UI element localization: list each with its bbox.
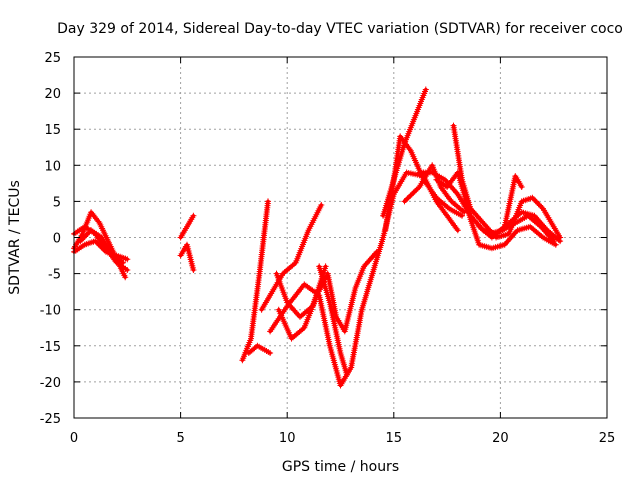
series-markers xyxy=(316,263,350,378)
series-markers xyxy=(239,198,271,364)
y-tick-label: 20 xyxy=(44,87,61,102)
series-markers xyxy=(380,86,429,219)
y-tick-label: 10 xyxy=(44,159,61,174)
series-markers xyxy=(245,342,274,356)
y-axis-label: SDTVAR / TECUs xyxy=(7,180,23,295)
series-arc-i xyxy=(258,202,325,313)
series-arc-l xyxy=(267,169,461,389)
series-markers xyxy=(450,122,564,241)
series-arc-e xyxy=(177,212,197,241)
series-markers xyxy=(486,212,557,245)
series-arc-m xyxy=(316,263,350,378)
series-markers xyxy=(177,212,197,241)
series-markers xyxy=(267,169,461,389)
grid xyxy=(74,57,607,418)
y-tick-label: 25 xyxy=(44,51,61,66)
y-tick-label: 0 xyxy=(53,232,61,247)
x-tick-label: 0 xyxy=(70,431,78,446)
axis-ticks: 0 5 10 15 20 25 25 20 15 10 5 0 -5 -10 -15 -20 -25 xyxy=(40,51,616,446)
y-tick-label: 5 xyxy=(53,195,61,210)
series-arc-s xyxy=(450,122,564,241)
series-arc-o xyxy=(380,86,429,219)
series-arc-d xyxy=(77,227,126,266)
x-tick-label: 10 xyxy=(279,431,296,446)
chart-title: Day 329 of 2014, Sidereal Day-to-day VTE… xyxy=(57,21,623,37)
series-markers xyxy=(77,227,126,266)
x-tick-label: 25 xyxy=(599,431,616,446)
y-tick-label: -5 xyxy=(48,268,61,283)
series-arc-f xyxy=(177,241,197,273)
series-line xyxy=(268,170,460,388)
series-arc-h xyxy=(245,342,274,356)
series-markers xyxy=(258,202,325,313)
x-tick-label: 15 xyxy=(386,431,403,446)
y-tick-label: -15 xyxy=(40,340,61,355)
y-tick-label: 15 xyxy=(44,123,61,138)
x-tick-label: 20 xyxy=(492,431,509,446)
y-tick-label: -20 xyxy=(40,376,61,391)
x-axis-label: GPS time / hours xyxy=(282,459,399,475)
series-markers xyxy=(177,241,197,273)
series-arc-u xyxy=(486,212,557,245)
data-series xyxy=(71,86,564,389)
series-arc-g xyxy=(239,198,271,364)
y-tick-label: -10 xyxy=(40,304,61,319)
y-tick-label: -25 xyxy=(40,412,61,427)
x-tick-label: 5 xyxy=(176,431,184,446)
